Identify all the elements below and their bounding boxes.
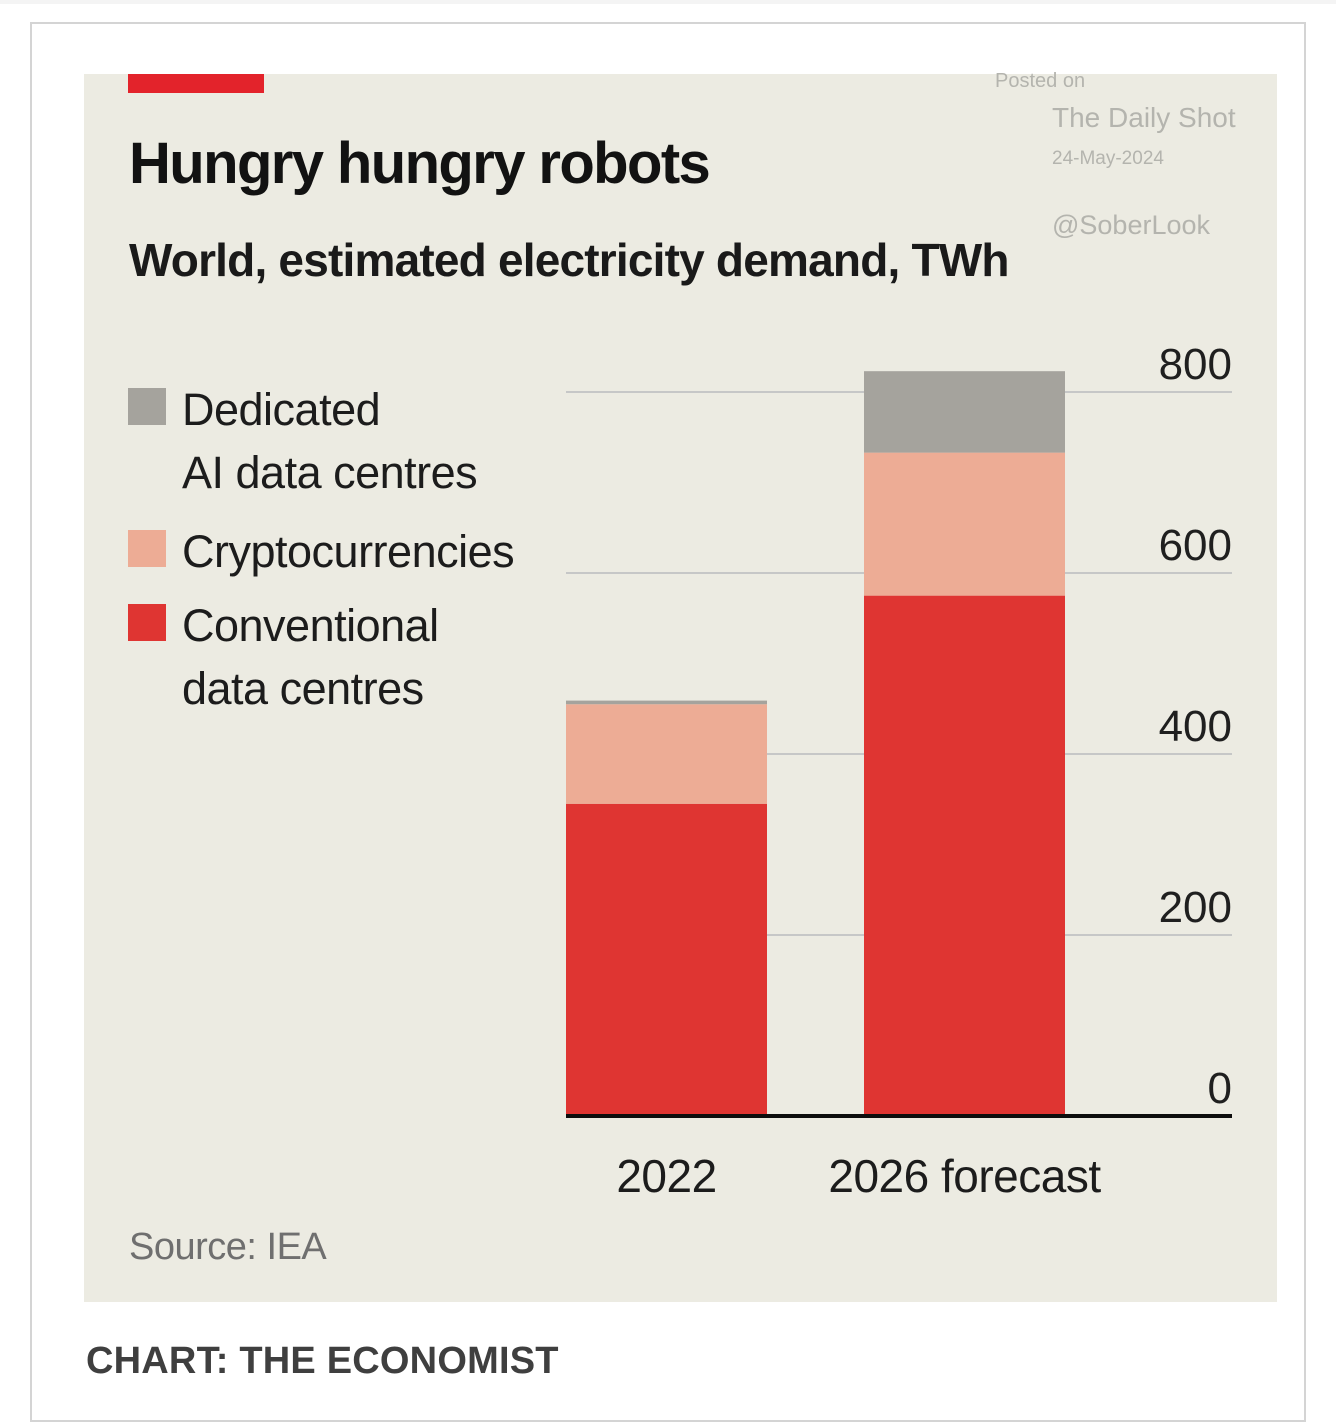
y-tick-label: 400 xyxy=(1159,702,1232,751)
x-tick-label: 2026 forecast xyxy=(828,1150,1101,1202)
bar-segment xyxy=(864,595,1065,1116)
brand-red-tag xyxy=(128,74,264,93)
bar-segment xyxy=(566,803,767,1116)
bar-segment xyxy=(566,700,767,705)
watermark-date: 24-May-2024 xyxy=(1052,148,1164,169)
legend-label-conventional-line1: Conventional xyxy=(182,600,439,651)
y-tick-label: 800 xyxy=(1159,340,1232,389)
chart-subtitle: World, estimated electricity demand, TWh xyxy=(129,234,1009,286)
legend-swatch-ai xyxy=(128,388,166,425)
watermark-name: The Daily Shot xyxy=(1052,102,1236,133)
top-strip xyxy=(0,0,1336,4)
x-tick-label: 2022 xyxy=(616,1150,716,1202)
legend-label-crypto-line1: Cryptocurrencies xyxy=(182,526,515,577)
legend-label-ai-line2: AI data centres xyxy=(182,447,478,498)
bar-segment xyxy=(864,371,1065,453)
y-tick-label: 600 xyxy=(1159,521,1232,570)
chart-title: Hungry hungry robots xyxy=(129,131,711,196)
legend-swatch-crypto xyxy=(128,530,166,567)
legend-label-conventional-line2: data centres xyxy=(182,663,424,714)
y-tick-label: 200 xyxy=(1159,883,1232,932)
bar-segment xyxy=(864,452,1065,596)
bar-segment xyxy=(566,704,767,804)
legend-label-conventional: Conventional data centres xyxy=(182,594,439,720)
source-note: Source: IEA xyxy=(129,1226,327,1268)
legend-label-ai: Dedicated AI data centres xyxy=(182,378,478,504)
legend-label-crypto: Cryptocurrencies xyxy=(182,520,515,583)
legend-label-ai-line1: Dedicated xyxy=(182,384,381,435)
chart-credit: CHART: THE ECONOMIST xyxy=(86,1340,559,1382)
y-tick-label: 0 xyxy=(1208,1064,1232,1113)
watermark-handle: @SoberLook xyxy=(1052,210,1211,240)
watermark-posted: Posted on xyxy=(995,70,1086,92)
legend-swatch-conventional xyxy=(128,604,166,641)
